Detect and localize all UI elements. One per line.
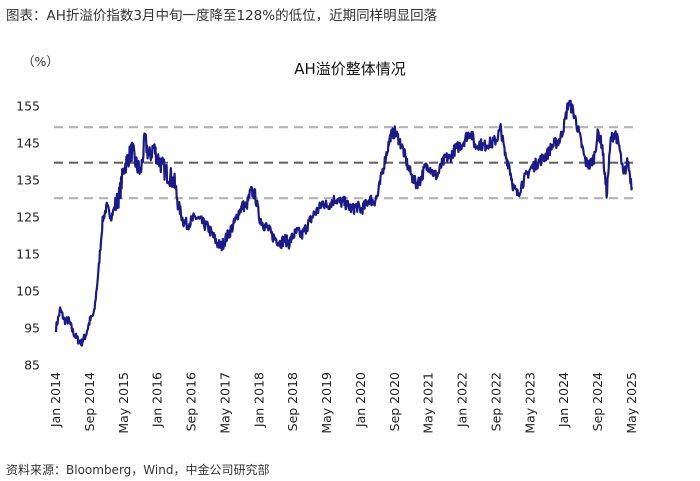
chart-title: AH溢价整体情况 [294,60,406,78]
x-tick-label: Jan 2018 [251,372,266,428]
x-tick-label: Jan 2016 [150,372,165,428]
y-axis-unit: （%） [22,54,59,69]
x-axis: Jan 2014 Sep 2014 May 2015 Jan 2016 Sep 2016… [48,372,639,434]
figure-caption: 图表：AH折溢价指数3月中旬一度降至128%的低位，近期同样明显回落 [6,8,438,24]
y-tick-label: 95 [24,321,40,336]
x-tick-label: May 2023 [522,372,537,434]
x-tick-label: Sep 2014 [82,372,97,431]
y-tick-label: 145 [16,136,40,151]
y-tick-label: 85 [24,358,40,373]
y-axis: 85 95 105 115 125 135 145 155 [16,99,40,373]
series-line-ah-premium [54,99,634,347]
x-tick-label: Sep 2020 [387,372,402,431]
x-tick-label: May 2019 [319,372,334,434]
source-note: 资料来源：Bloomberg，Wind，中金公司研究部 [6,463,270,477]
y-tick-label: 125 [16,210,40,225]
x-tick-label: Sep 2024 [590,372,605,431]
x-tick-label: May 2017 [217,372,232,434]
y-tick-label: 105 [16,284,40,299]
y-tick-label: 135 [16,173,40,188]
x-tick-label: Jan 2020 [353,372,368,428]
x-tick-label: Jan 2024 [556,372,571,428]
y-tick-label: 115 [16,247,40,262]
x-tick-label: Jan 2014 [48,372,63,428]
chart-panel [4,38,696,456]
x-tick-label: May 2015 [116,372,131,434]
x-tick-label: Sep 2018 [285,372,300,431]
x-tick-label: May 2025 [624,372,639,434]
x-tick-label: May 2021 [421,372,436,434]
x-tick-label: Jan 2022 [455,372,470,428]
series-layer [54,99,634,347]
y-tick-label: 155 [16,99,40,114]
x-tick-label: Sep 2022 [488,372,503,431]
x-tick-label: Sep 2016 [184,372,199,431]
